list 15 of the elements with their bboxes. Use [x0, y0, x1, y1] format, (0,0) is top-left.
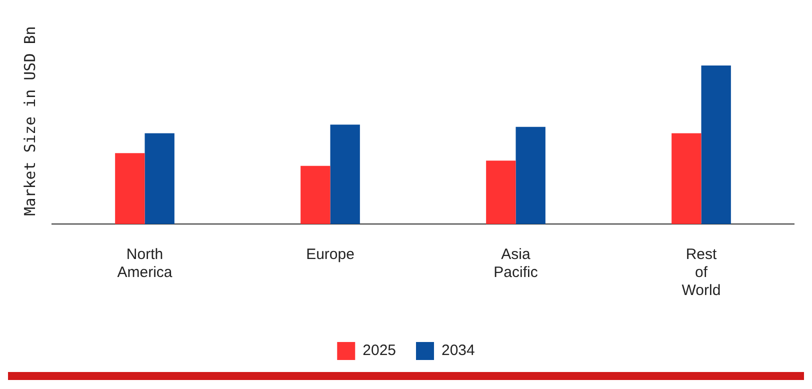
- x-tick-label: North America: [117, 246, 173, 282]
- bar: [701, 66, 731, 224]
- bar: [300, 166, 330, 224]
- x-tick-label: Europe: [306, 246, 354, 264]
- bar: [516, 126, 546, 224]
- bar: [144, 133, 174, 224]
- y-axis-title: Market Size in USD Bn: [20, 26, 39, 216]
- x-tick-label: Asia Pacific: [494, 246, 538, 282]
- bar: [330, 124, 360, 224]
- bar: [486, 160, 516, 224]
- legend-label: 2025: [362, 342, 396, 360]
- bar: [115, 153, 145, 224]
- bar: [672, 133, 702, 224]
- legend-label: 2034: [442, 342, 475, 360]
- x-tick-label: Rest of World: [682, 246, 721, 300]
